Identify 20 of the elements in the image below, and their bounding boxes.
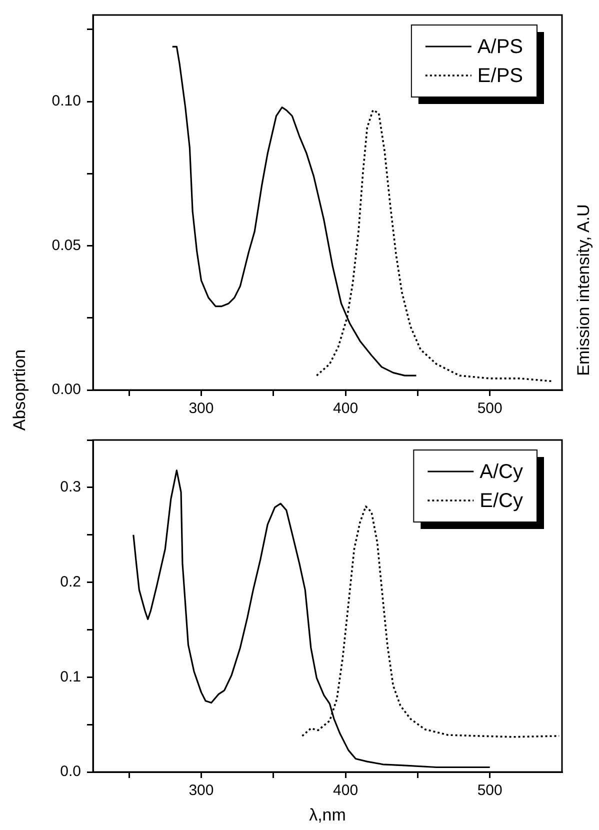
y-tick-label: 0.3 (60, 478, 81, 496)
y-tick-label: 0.0 (60, 763, 81, 780)
y2-axis-title: Emission intensity, A.U (574, 204, 594, 376)
x-axis-title: λ,nm (309, 805, 346, 824)
y-tick-label: 0.1 (60, 668, 81, 686)
x-tick-label: 500 (477, 782, 502, 800)
x-tick-label: 300 (188, 400, 214, 418)
legend-label: E/Cy (480, 490, 524, 512)
legend-label: A/PS (477, 36, 523, 58)
y-tick-label: 0.00 (52, 381, 81, 398)
y-axis-title: Absoprtion (10, 349, 30, 431)
legend-label: E/PS (477, 65, 523, 88)
y-tick-label: 0.2 (60, 573, 81, 590)
legend-label: A/Cy (480, 461, 524, 484)
x-tick-label: 500 (477, 400, 502, 418)
x-tick-label: 400 (333, 782, 358, 800)
x-tick-label: 300 (188, 782, 214, 800)
y-tick-label: 0.10 (52, 92, 81, 110)
y-tick-label: 0.05 (52, 236, 81, 254)
x-tick-label: 400 (333, 400, 358, 418)
